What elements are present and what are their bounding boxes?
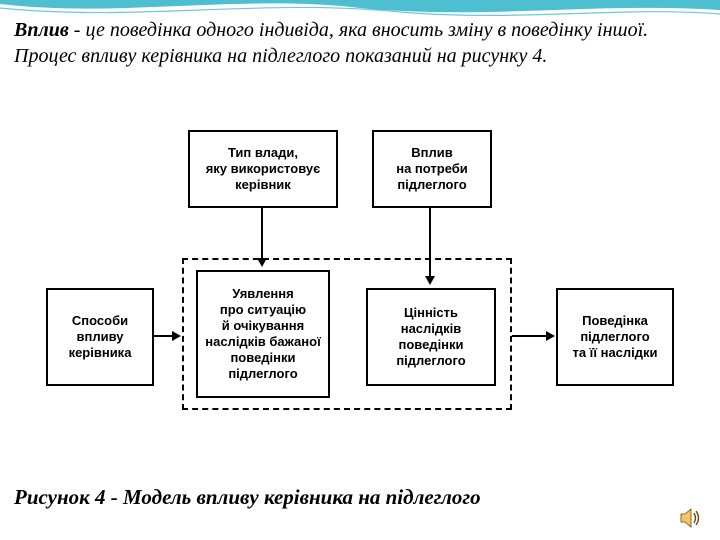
term-vplyv: Вплив — [14, 19, 69, 41]
speaker-icon[interactable] — [680, 508, 702, 528]
box-value-consequences: Цінність наслідківповедінкипідлеглого — [366, 288, 496, 386]
box-influence-methods: Способивпливукерівника — [46, 288, 154, 386]
box-power-type: Тип влади,яку використовуєкерівник — [188, 130, 338, 208]
influence-model-diagram: Тип влади,яку використовуєкерівник Вплив… — [0, 130, 720, 450]
box-label: Тип влади,яку використовуєкерівник — [206, 145, 321, 193]
intro-text: - це поведінка одного індивіда, яка внос… — [14, 19, 648, 67]
box-label: Способивпливукерівника — [69, 313, 132, 361]
arrow-head-right-icon — [546, 331, 555, 341]
box-influence-needs: Впливна потребипідлеглого — [372, 130, 492, 208]
box-label: Цінність наслідківповедінкипідлеглого — [374, 305, 488, 368]
box-label: Поведінкапідлеглогота її наслідки — [572, 313, 657, 361]
arrow-head-down-icon — [425, 276, 435, 285]
arrow-line — [512, 335, 548, 337]
arrow-head-down-icon — [257, 258, 267, 267]
arrow-head-right-icon — [172, 331, 181, 341]
arrow-line — [429, 208, 431, 278]
box-label: Впливна потребипідлеглого — [396, 145, 468, 193]
intro-paragraph: Вплив - це поведінка одного індивіда, як… — [14, 18, 704, 69]
box-label: Уявленняпро ситуаціюй очікуваннянаслідкі… — [205, 286, 320, 381]
box-behaviour: Поведінкапідлеглогота її наслідки — [556, 288, 674, 386]
arrow-line — [261, 208, 263, 260]
box-perception: Уявленняпро ситуаціюй очікуваннянаслідкі… — [196, 270, 330, 398]
arrow-line — [154, 335, 174, 337]
figure-caption: Рисунок 4 - Модель впливу керівника на п… — [14, 485, 704, 510]
